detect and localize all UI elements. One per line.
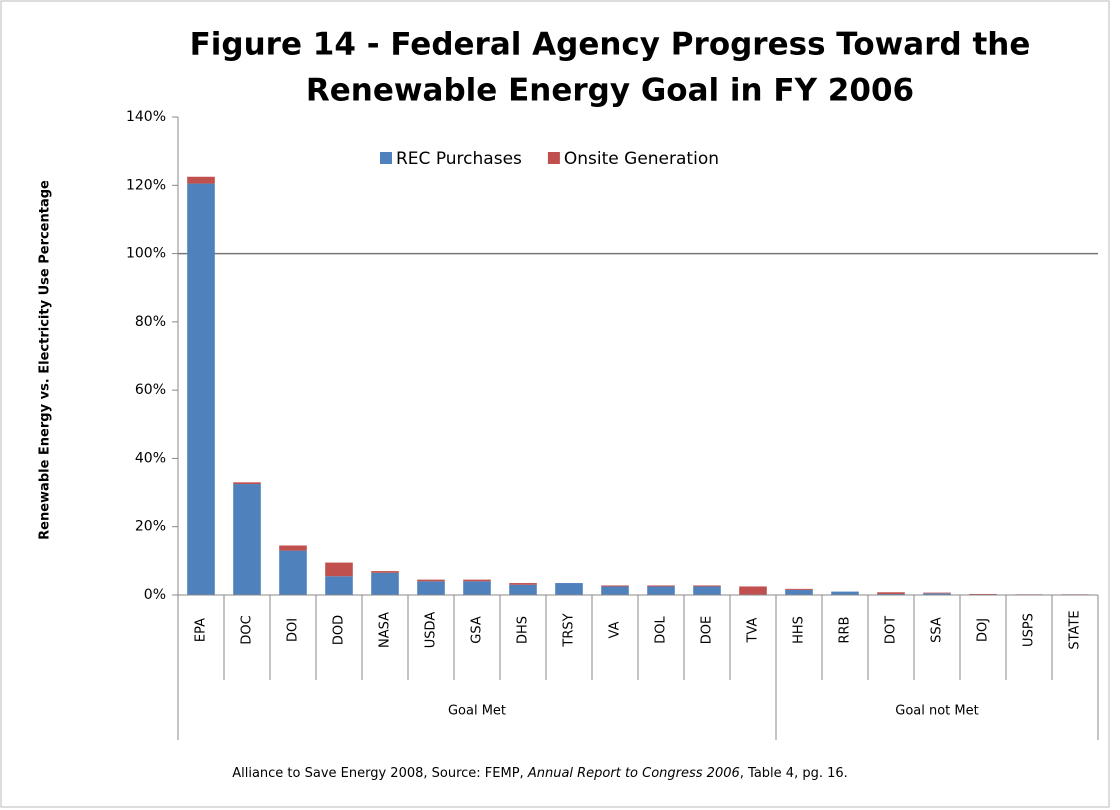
source-part: Annual Report to Congress 2006 xyxy=(527,766,740,781)
bar-segment xyxy=(509,583,537,585)
x-tick-label: HHS xyxy=(792,616,807,644)
x-tick-label: VA xyxy=(608,621,623,638)
bar-segment xyxy=(417,579,445,582)
y-tick-label: 40% xyxy=(135,450,166,466)
bar-segment xyxy=(647,585,675,587)
bar-segment xyxy=(417,581,445,595)
bar-segment xyxy=(463,579,491,582)
bar-segment xyxy=(279,545,307,551)
x-tick-label: DOI xyxy=(286,618,301,642)
y-tick-label: 80% xyxy=(135,314,166,330)
legend: REC Purchases Onsite Generation xyxy=(380,149,719,169)
legend-label: Onsite Generation xyxy=(564,149,719,169)
y-axis-label: Renewable Energy vs. Electricity Use Per… xyxy=(38,180,53,540)
bar-segment xyxy=(693,586,721,595)
bar-segment xyxy=(877,592,905,594)
x-tick-label: DOD xyxy=(332,615,347,645)
bar-segment xyxy=(923,592,951,594)
bar-segment xyxy=(601,585,629,587)
bar-segment xyxy=(509,584,537,595)
x-tick-label: DOJ xyxy=(976,618,991,642)
x-tick-label: TVA xyxy=(746,617,761,643)
bar-segment xyxy=(877,593,905,595)
x-tick-label: EPA xyxy=(194,618,209,642)
legend-swatch xyxy=(380,152,392,164)
bar-segment xyxy=(371,571,399,573)
bar-segment xyxy=(785,588,813,590)
bar-segment xyxy=(187,176,215,184)
bar-segment xyxy=(647,586,675,595)
bar-segment xyxy=(693,585,721,587)
bar-segment xyxy=(325,576,353,595)
bar-segment xyxy=(187,183,215,596)
x-tick-label: USPS xyxy=(1022,613,1037,647)
x-tick-label: RRB xyxy=(838,617,853,644)
bar-segment xyxy=(785,589,813,595)
x-tick-label: DOE xyxy=(700,616,715,644)
x-tick-label: DOC xyxy=(240,615,255,644)
bar-segment xyxy=(969,593,997,595)
group-label: Goal Met xyxy=(448,704,506,719)
x-tick-label: STATE xyxy=(1068,610,1083,649)
source-part: Alliance to Save Energy 2008, Source: FE… xyxy=(232,766,528,781)
x-tick-label: DOL xyxy=(654,616,669,644)
x-tick-label: TRSY xyxy=(562,613,577,647)
chart-title: Renewable Energy Goal in FY 2006 xyxy=(306,73,914,109)
x-tick-label: NASA xyxy=(378,612,393,648)
y-tick-label: 60% xyxy=(135,382,166,398)
bar-segment xyxy=(601,586,629,595)
y-tick-label: 140% xyxy=(126,109,166,125)
bar-segment xyxy=(233,484,261,595)
y-tick-label: 20% xyxy=(135,519,166,535)
source-part: , Table 4, pg. 16. xyxy=(740,766,848,781)
bar-segment xyxy=(463,581,491,595)
chart-title: Figure 14 - Federal Agency Progress Towa… xyxy=(190,27,1031,63)
bar-segment xyxy=(555,583,583,595)
x-tick-label: SSA xyxy=(930,617,945,643)
bar-segment xyxy=(831,591,859,595)
bar-segment xyxy=(923,593,951,595)
bar-segment xyxy=(325,562,353,577)
bar-segment xyxy=(279,550,307,595)
source-note: Alliance to Save Energy 2008, Source: FE… xyxy=(232,766,848,781)
y-tick-label: 120% xyxy=(126,177,166,193)
bar-segment xyxy=(739,586,767,595)
x-tick-label: USDA xyxy=(424,612,439,649)
y-tick-label: 100% xyxy=(126,246,166,262)
legend-swatch xyxy=(547,152,560,164)
group-label: Goal not Met xyxy=(895,704,978,719)
x-tick-label: DHS xyxy=(516,616,531,644)
legend-label: REC Purchases xyxy=(396,149,522,169)
bar-segment xyxy=(371,572,399,595)
x-tick-label: GSA xyxy=(470,616,485,644)
y-tick-label: 0% xyxy=(144,587,166,603)
x-tick-label: DOT xyxy=(884,616,899,644)
bar-segment xyxy=(233,482,261,485)
